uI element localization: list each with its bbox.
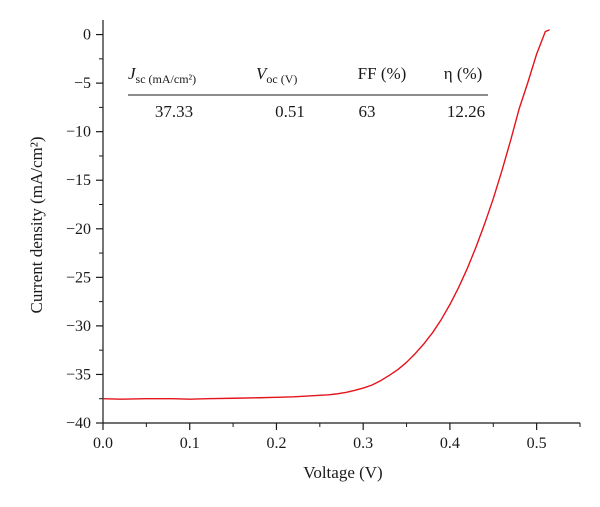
- y-tick-label: −30: [66, 318, 91, 335]
- x-tick-label: 0.2: [266, 435, 286, 452]
- y-tick-label: −35: [66, 366, 91, 383]
- table-value-eta: 12.26: [447, 102, 485, 121]
- y-tick-label: −15: [66, 172, 91, 189]
- table-header-jsc: Jsc (mA/cm²): [128, 64, 196, 86]
- table-value-voc: 0.51: [275, 102, 305, 121]
- y-axis-label: Current density (mA/cm²): [27, 137, 46, 314]
- parameter-table: Jsc (mA/cm²) Voc (V) FF (%) η (%) 37.33 …: [128, 64, 488, 121]
- x-ticks: 0.0 0.1 0.2 0.3 0.4 0.5: [93, 423, 581, 452]
- y-tick-label: −10: [66, 124, 91, 141]
- y-tick-label: −5: [74, 75, 91, 92]
- y-tick-label: −25: [66, 269, 91, 286]
- y-ticks: 0 −5 −10 −15 −20 −25 −30 −35 −40: [66, 27, 103, 432]
- y-tick-label: −40: [66, 415, 91, 432]
- table-header-ff: FF (%): [358, 64, 407, 83]
- x-tick-label: 0.0: [93, 435, 113, 452]
- y-tick-label: 0: [83, 27, 91, 44]
- table-value-jsc: 37.33: [155, 102, 193, 121]
- x-tick-label: 0.3: [353, 435, 373, 452]
- x-tick-label: 0.4: [440, 435, 460, 452]
- table-value-ff: 63: [359, 102, 376, 121]
- table-header-voc: Voc (V): [256, 64, 297, 86]
- x-tick-label: 0.1: [180, 435, 200, 452]
- jv-curve-line: [102, 29, 550, 400]
- x-axis-label: Voltage (V): [303, 463, 382, 482]
- x-tick-label: 0.5: [527, 435, 547, 452]
- table-header-eta: η (%): [444, 64, 483, 83]
- y-tick-label: −20: [66, 221, 91, 238]
